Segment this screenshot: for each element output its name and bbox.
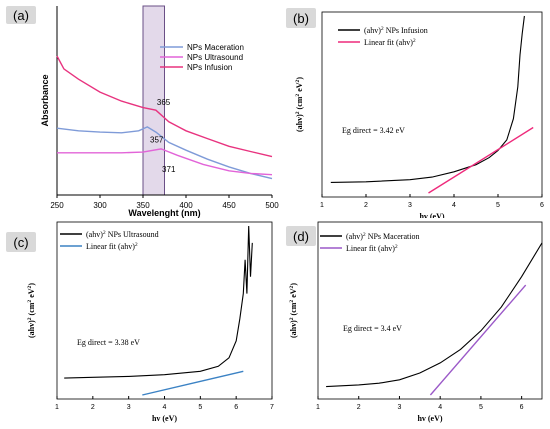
panel-label: (c)	[6, 232, 36, 252]
band-gap-annotation: Eg direct = 3.4 eV	[343, 324, 402, 333]
legend-entry: NPs Ultrasound	[187, 53, 243, 62]
series-line	[326, 242, 543, 388]
series-line	[64, 225, 253, 379]
x-tick-label: 350	[136, 201, 150, 210]
legend-entry: (ahv)2 NPs Infusion	[364, 26, 428, 35]
x-tick-label: 4	[452, 202, 456, 209]
x-tick-label: 5	[479, 404, 483, 411]
peak-annotation: 371	[162, 165, 176, 174]
x-tick-label: 6	[540, 202, 544, 209]
series-line	[429, 284, 527, 396]
legend-entry: (ahv)2 NPs Maceration	[346, 232, 419, 241]
x-tick-label: 300	[93, 201, 107, 210]
legend-entry: Linear fit (ahv)2	[346, 244, 398, 253]
chart-b-svg: 1 2 3 4 5 6 hv (eV) (ahv)2 (cm2 eV2) (ahv)2 NPs …	[295, 11, 544, 218]
panel-label: (a)	[6, 6, 36, 24]
x-tick-label: 6	[234, 404, 238, 411]
x-axis-label: hv (eV)	[419, 212, 444, 218]
x-tick-label: 250	[50, 201, 64, 210]
peak-annotation: 365	[157, 98, 171, 107]
chart-panel-d: (d) 1 2 3 4 5 6 hv (eV) (ahv)2 (cm2 eV2) (ahv)2 …	[280, 218, 550, 429]
y-axis-label: (ahv)2 (cm2 eV2)	[295, 77, 304, 132]
legend-entry: NPs Maceration	[187, 43, 244, 52]
y-axis-label: (ahv)2 (cm2 eV2)	[27, 283, 36, 338]
series-line	[56, 55, 273, 158]
x-tick-label: 400	[179, 201, 193, 210]
x-tick-label: 3	[398, 404, 402, 411]
x-tick-label: 1	[55, 404, 59, 411]
series-line	[428, 126, 534, 194]
chart-a-svg: 250 300 350 400 450 500 Wavelenght (nm) Absorba…	[40, 5, 279, 218]
panel-label: (d)	[286, 226, 316, 246]
chart-c-svg: 1 2 3 4 5 6 7 hv (eV) (ahv)2 (cm2 eV2) (ahv)2 NPs…	[27, 221, 274, 423]
chart-panel-c: (c) 1 2 3 4 5 6 7 hv (eV) (ahv)2 (cm2 eV2) (ahv)2…	[0, 218, 280, 429]
x-tick-label: 2	[364, 202, 368, 209]
x-tick-label: 1	[320, 202, 324, 209]
peak-annotation: 357	[150, 135, 164, 144]
chart-panel-a: (a) 250 300 350 400 450 500 Wavelenght (nm) Abs…	[0, 0, 280, 218]
x-tick-label: 3	[127, 404, 131, 411]
x-tick-label: 2	[357, 404, 361, 411]
x-axis-label: hv (eV)	[152, 414, 177, 423]
series-line	[142, 370, 244, 396]
panel-label: (b)	[286, 8, 316, 28]
legend-entry: NPs Infusion	[187, 63, 232, 72]
x-tick-label: 450	[222, 201, 236, 210]
band-gap-annotation: Eg direct = 3.38 eV	[77, 338, 140, 347]
x-tick-label: 1	[316, 404, 320, 411]
chart-d-svg: 1 2 3 4 5 6 hv (eV) (ahv)2 (cm2 eV2) (ahv)2 NPs …	[289, 221, 543, 423]
x-tick-label: 7	[270, 404, 274, 411]
x-tick-label: 3	[408, 202, 412, 209]
x-tick-label: 4	[163, 404, 167, 411]
chart-panel-b: (b) 1 2 3 4 5 6 hv (eV) (ahv)2 (cm2 eV2) (ahv)2 …	[280, 0, 550, 218]
band-gap-annotation: Eg direct = 3.42 eV	[342, 126, 405, 135]
legend-entry: Linear fit (ahv)2	[86, 242, 138, 251]
x-tick-label: 5	[198, 404, 202, 411]
x-tick-label: 4	[438, 404, 442, 411]
legend-entry: Linear fit (ahv)2	[364, 38, 416, 47]
plot-frame	[321, 11, 543, 198]
y-axis-label: Absorbance	[40, 74, 50, 126]
y-axis-label: (ahv)2 (cm2 eV2)	[289, 283, 298, 338]
series-line	[330, 15, 525, 183]
series-line	[57, 148, 273, 176]
x-tick-label: 500	[265, 201, 279, 210]
x-axis-label: hv (eV)	[417, 414, 442, 423]
series-line	[56, 126, 273, 180]
x-tick-label: 5	[496, 202, 500, 209]
legend-entry: (ahv)2 NPs Ultrasound	[86, 230, 159, 239]
x-tick-label: 6	[520, 404, 524, 411]
x-axis-label: Wavelenght (nm)	[128, 208, 200, 218]
x-tick-label: 2	[91, 404, 95, 411]
plot-frame	[317, 221, 543, 400]
